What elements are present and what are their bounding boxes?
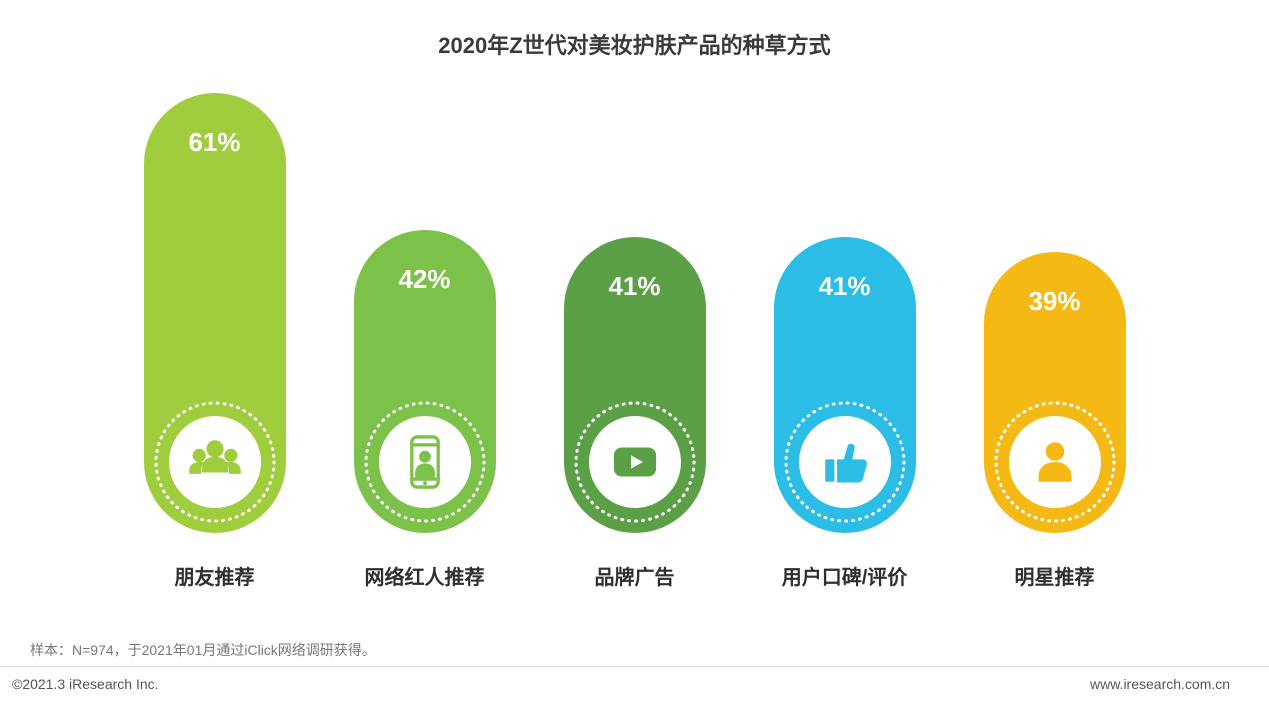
capsule-item: 61% 朋友推荐 — [144, 93, 286, 590]
icon-halo — [154, 401, 276, 523]
phone-person-icon — [379, 416, 471, 508]
capsule-bar: 41% — [774, 237, 916, 533]
capsule-bar: 61% — [144, 93, 286, 533]
bar-value: 41% — [818, 271, 870, 302]
chart-area: 61% 朋友推荐 42% 网络红人推荐 41% — [0, 90, 1269, 590]
sample-note: 样本：N=974，于2021年01月通过iClick网络调研获得。 — [30, 640, 376, 660]
copyright-text: ©2021.3 iResearch Inc. — [12, 676, 159, 692]
footer-divider — [0, 666, 1269, 667]
category-label: 用户口碑/评价 — [782, 561, 908, 590]
friends-icon — [169, 416, 261, 508]
capsule-item: 41% 品牌广告 — [564, 237, 706, 590]
video-icon — [589, 416, 681, 508]
category-label: 品牌广告 — [595, 561, 675, 590]
chart-title: 2020年Z世代对美妆护肤产品的种草方式 — [0, 28, 1269, 60]
category-label: 网络红人推荐 — [365, 561, 485, 590]
category-label: 明星推荐 — [1015, 561, 1095, 590]
capsule-bar: 39% — [984, 252, 1126, 533]
bar-value: 39% — [1028, 286, 1080, 317]
bar-value: 41% — [608, 271, 660, 302]
category-label: 朋友推荐 — [175, 561, 255, 590]
icon-halo — [364, 401, 486, 523]
infographic-page: 2020年Z世代对美妆护肤产品的种草方式 61% 朋友推荐42% 网 — [0, 0, 1269, 706]
bar-value: 42% — [398, 264, 450, 295]
person-icon — [1009, 416, 1101, 508]
website-text: www.iresearch.com.cn — [1090, 676, 1230, 692]
icon-halo — [574, 401, 696, 523]
capsule-bar: 42% — [354, 230, 496, 533]
icon-halo — [784, 401, 906, 523]
capsule-item: 41% 用户口碑/评价 — [774, 237, 916, 590]
capsule-item: 42% 网络红人推荐 — [354, 230, 496, 590]
icon-halo — [994, 401, 1116, 523]
bar-value: 61% — [188, 127, 240, 158]
capsule-item: 39% 明星推荐 — [984, 252, 1126, 590]
thumbs-up-icon — [799, 416, 891, 508]
capsule-bar: 41% — [564, 237, 706, 533]
